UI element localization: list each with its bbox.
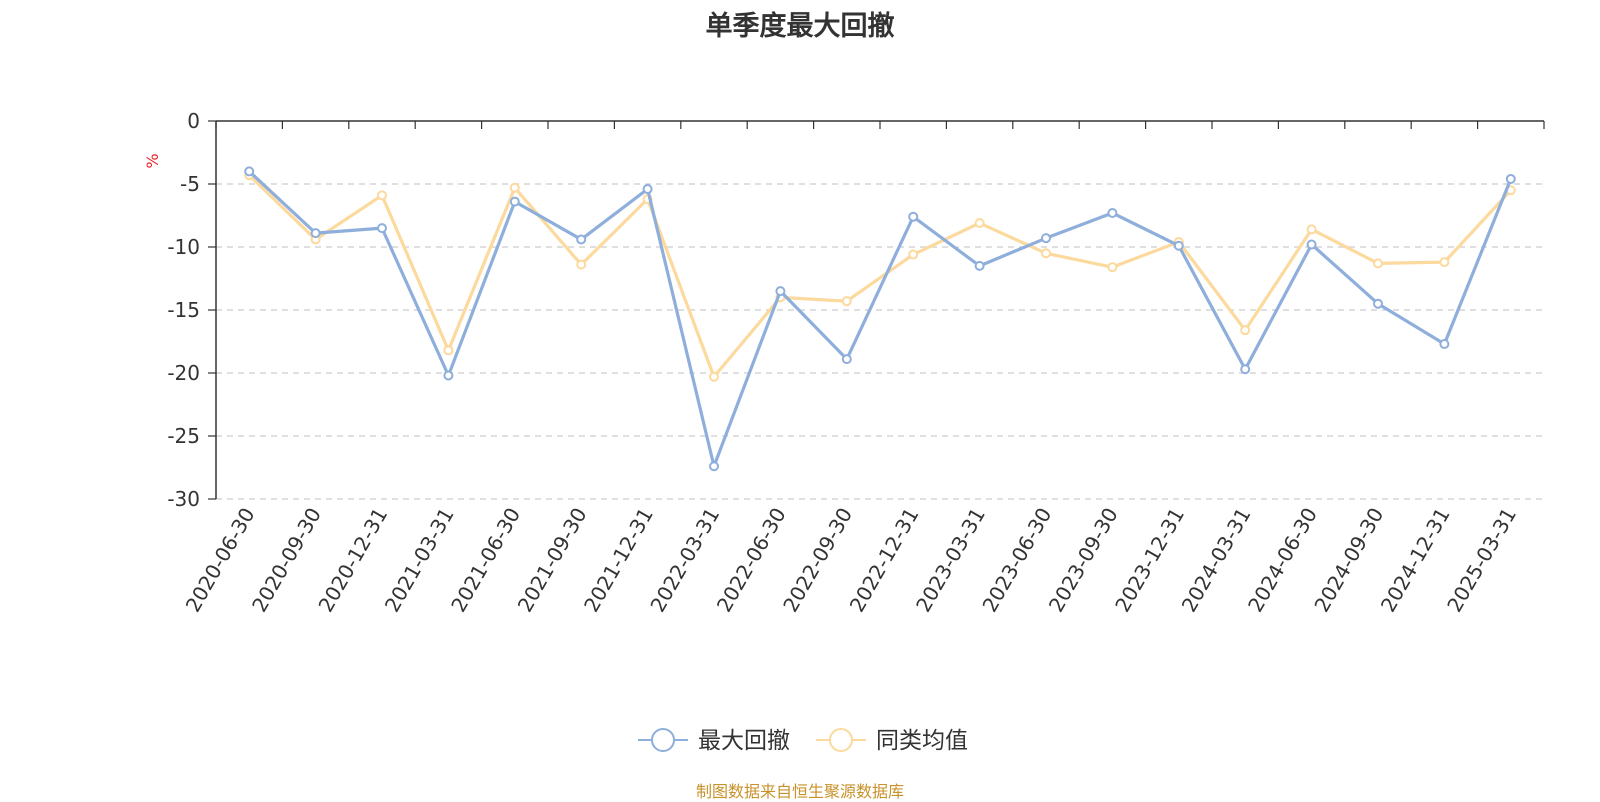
legend-marker-0	[651, 728, 675, 752]
x-tick-label: 2022-12-31	[845, 503, 924, 616]
data-point	[509, 182, 520, 193]
y-tick-label: 0	[187, 109, 200, 133]
data-point	[443, 370, 454, 381]
data-point	[1373, 258, 1383, 269]
legend-layer: 最大回撤 同类均值	[638, 728, 968, 754]
grid-layer	[216, 183, 1544, 500]
data-point	[709, 461, 719, 472]
data-point	[775, 286, 786, 297]
source-note: 制图数据来自恒生聚源数据库	[695, 782, 904, 801]
data-point	[1041, 248, 1051, 259]
data-point	[908, 249, 919, 260]
x-tick-label: 2020-09-30	[247, 504, 326, 617]
x-tick-label: 2021-12-31	[579, 504, 658, 617]
x-tick-label: 2024-09-30	[1309, 504, 1388, 617]
data-point	[1240, 325, 1251, 336]
data-point	[1306, 239, 1317, 250]
data-point	[974, 260, 985, 271]
legend-label-1: 同类均值	[876, 728, 968, 754]
y-axis-unit-label: %	[143, 153, 162, 168]
x-tick-label: 2022-06-30	[712, 504, 791, 617]
data-point	[576, 234, 587, 245]
x-tick-label: 2024-12-31	[1376, 504, 1455, 617]
data-point	[1439, 339, 1450, 350]
data-point	[1306, 224, 1317, 235]
y-tick-label: -25	[167, 424, 200, 448]
x-tick-label: 2023-06-30	[977, 504, 1056, 617]
x-tick-label: 2023-03-31	[911, 504, 990, 617]
x-tick-label: 2025-03-31	[1442, 504, 1521, 617]
y-tick-label: -20	[167, 361, 200, 385]
x-tick-label: 2022-09-30	[778, 504, 857, 617]
data-point	[509, 196, 520, 207]
data-point	[1107, 207, 1118, 218]
y-tick-label: -15	[167, 298, 200, 322]
series-line-1	[248, 174, 1512, 379]
legend-label-0: 最大回撤	[698, 728, 790, 754]
x-tick-label: 2024-03-31	[1177, 504, 1256, 617]
y-tick-label: -5	[180, 172, 200, 196]
data-point	[1240, 364, 1251, 375]
x-tick-label: 2020-06-30	[181, 504, 260, 617]
y-tick-label: -10	[167, 235, 200, 259]
x-tick-label: 2023-12-31	[1110, 504, 1189, 617]
data-point	[974, 218, 985, 229]
data-point	[1373, 298, 1383, 309]
x-tick-label: 2024-06-30	[1243, 504, 1322, 617]
x-tick-label: 2021-03-31	[380, 504, 459, 617]
data-point	[1173, 240, 1184, 251]
series-layer	[244, 166, 1516, 472]
series-line-0	[248, 170, 1513, 468]
x-tick-label: 2022-03-31	[645, 504, 724, 617]
data-point	[709, 371, 719, 382]
data-point	[443, 345, 454, 356]
legend-marker-1	[829, 728, 853, 752]
data-point	[1439, 257, 1450, 268]
x-tick-label: 2021-09-30	[513, 504, 592, 617]
data-point	[1041, 233, 1051, 244]
chart-title: 单季度最大回撤	[705, 11, 895, 42]
data-point	[642, 184, 653, 195]
data-point	[1107, 262, 1118, 273]
data-point	[377, 190, 387, 201]
x-tick-label: 2021-06-30	[446, 504, 525, 617]
x-tick-label: 2020-12-31	[313, 504, 392, 617]
y-tick-label: -30	[167, 487, 200, 511]
data-point	[310, 228, 321, 239]
data-point	[841, 354, 852, 365]
data-point	[1505, 173, 1516, 184]
x-tick-label: 2023-09-30	[1044, 504, 1123, 617]
data-point	[244, 166, 255, 177]
data-point	[908, 211, 919, 222]
data-point	[377, 223, 387, 234]
data-point	[841, 296, 852, 307]
data-point	[576, 259, 587, 270]
